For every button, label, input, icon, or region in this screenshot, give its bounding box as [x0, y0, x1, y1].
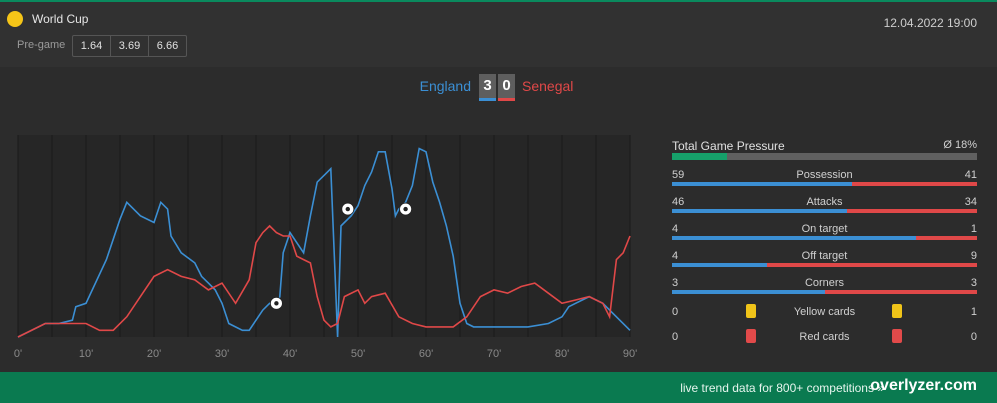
stat-bar	[672, 290, 977, 294]
stat-label: Possession	[796, 169, 853, 181]
scoreboard: England 3 0 Senegal	[0, 74, 997, 101]
pressure-trend-chart: 0' 10' 20' 30' 40' 50' 60' 70' 80' 90'	[14, 135, 637, 360]
red-card-icon	[892, 329, 902, 343]
stat-bar	[672, 236, 977, 240]
x-tick-label: 0'	[14, 348, 22, 360]
stat-row-possession: 59 Possession 41	[672, 169, 977, 193]
away-score: 0	[498, 74, 515, 101]
stat-label: On target	[801, 223, 848, 235]
stat-away-value: 34	[964, 196, 977, 208]
stat-away-value: 41	[964, 169, 977, 181]
card-row-red: 0 Red cards 0	[672, 329, 977, 347]
stat-home-value: 4	[672, 250, 679, 262]
x-tick-label: 30'	[215, 348, 229, 360]
stat-row-off-target: 4 Off target 9	[672, 250, 977, 274]
x-tick-label: 10'	[79, 348, 93, 360]
top-accent-line	[0, 0, 997, 2]
odd-draw[interactable]: 3.69	[111, 36, 149, 56]
soccer-ball-icon-patch	[274, 301, 279, 306]
card-away-value: 0	[970, 331, 977, 343]
stat-home-value: 4	[672, 223, 679, 235]
stat-bar-home-fill	[672, 209, 848, 213]
x-tick-label: 80'	[555, 348, 569, 360]
x-tick-label: 20'	[147, 348, 161, 360]
odd-home[interactable]: 1.64	[73, 36, 111, 56]
soccer-ball-icon-patch	[403, 206, 408, 212]
x-tick-label: 70'	[487, 348, 501, 360]
stat-away-value: 9	[970, 250, 977, 262]
card-home-value: 0	[672, 331, 679, 343]
stat-bar-home-fill	[672, 236, 916, 240]
away-team-name[interactable]: Senegal	[522, 78, 574, 94]
series-line-1	[17, 224, 631, 338]
series-line-0	[17, 147, 631, 338]
stat-bar	[672, 263, 977, 267]
match-header: World Cup 12.04.2022 19:00 Pre-game 1.64…	[0, 2, 997, 67]
stat-home-value: 3	[672, 277, 679, 289]
soccer-ball-icon-patch	[345, 206, 350, 212]
x-tick-label: 50'	[351, 348, 365, 360]
pressure-bar-fill	[672, 153, 727, 160]
stat-row-attacks: 46 Attacks 34	[672, 196, 977, 220]
stat-bar-home-fill	[672, 263, 767, 267]
stat-away-value: 1	[970, 223, 977, 235]
card-away-value: 1	[970, 306, 977, 318]
card-home-value: 0	[672, 306, 679, 318]
stat-label: Attacks	[806, 196, 843, 208]
pressure-bar	[672, 153, 977, 160]
x-tick-label: 60'	[419, 348, 433, 360]
stat-home-value: 46	[672, 196, 685, 208]
pressure-value: Ø 18%	[943, 139, 977, 151]
stat-bar	[672, 182, 977, 186]
stat-bar-home-fill	[672, 182, 852, 186]
stat-away-value: 3	[970, 277, 977, 289]
stat-row-corners: 3 Corners 3	[672, 277, 977, 301]
footer-brand-logo[interactable]: overlyzer.com	[870, 377, 977, 394]
stat-label: Corners	[804, 277, 845, 289]
card-label: Yellow cards	[793, 306, 856, 318]
match-datetime: 12.04.2022 19:00	[883, 16, 977, 30]
yellow-card-icon	[746, 304, 756, 318]
yellow-card-icon	[892, 304, 902, 318]
stat-label: Off target	[801, 250, 848, 262]
pregame-odds: 1.64 3.69 6.66	[72, 35, 187, 57]
trophy-circle-icon	[7, 11, 23, 27]
footer-banner[interactable]: live trend data for 800+ competitions » …	[0, 372, 997, 403]
pregame-label: Pre-game	[17, 39, 66, 51]
x-tick-label: 40'	[283, 348, 297, 360]
pressure-label: Total Game Pressure	[672, 139, 785, 153]
stat-bar	[672, 209, 977, 213]
stat-home-value: 59	[672, 169, 685, 181]
card-row-yellow: 0 Yellow cards 1	[672, 304, 977, 322]
footer-text[interactable]: live trend data for 800+ competitions »	[680, 381, 884, 395]
card-label: Red cards	[799, 331, 850, 343]
competition-title[interactable]: World Cup	[32, 12, 89, 26]
stat-bar-home-fill	[672, 290, 825, 294]
stat-row-on-target: 4 On target 1	[672, 223, 977, 247]
home-score: 3	[479, 74, 496, 101]
odd-away[interactable]: 6.66	[156, 40, 179, 52]
x-tick-label: 90'	[623, 348, 637, 360]
home-team-name[interactable]: England	[419, 78, 471, 94]
red-card-icon	[746, 329, 756, 343]
